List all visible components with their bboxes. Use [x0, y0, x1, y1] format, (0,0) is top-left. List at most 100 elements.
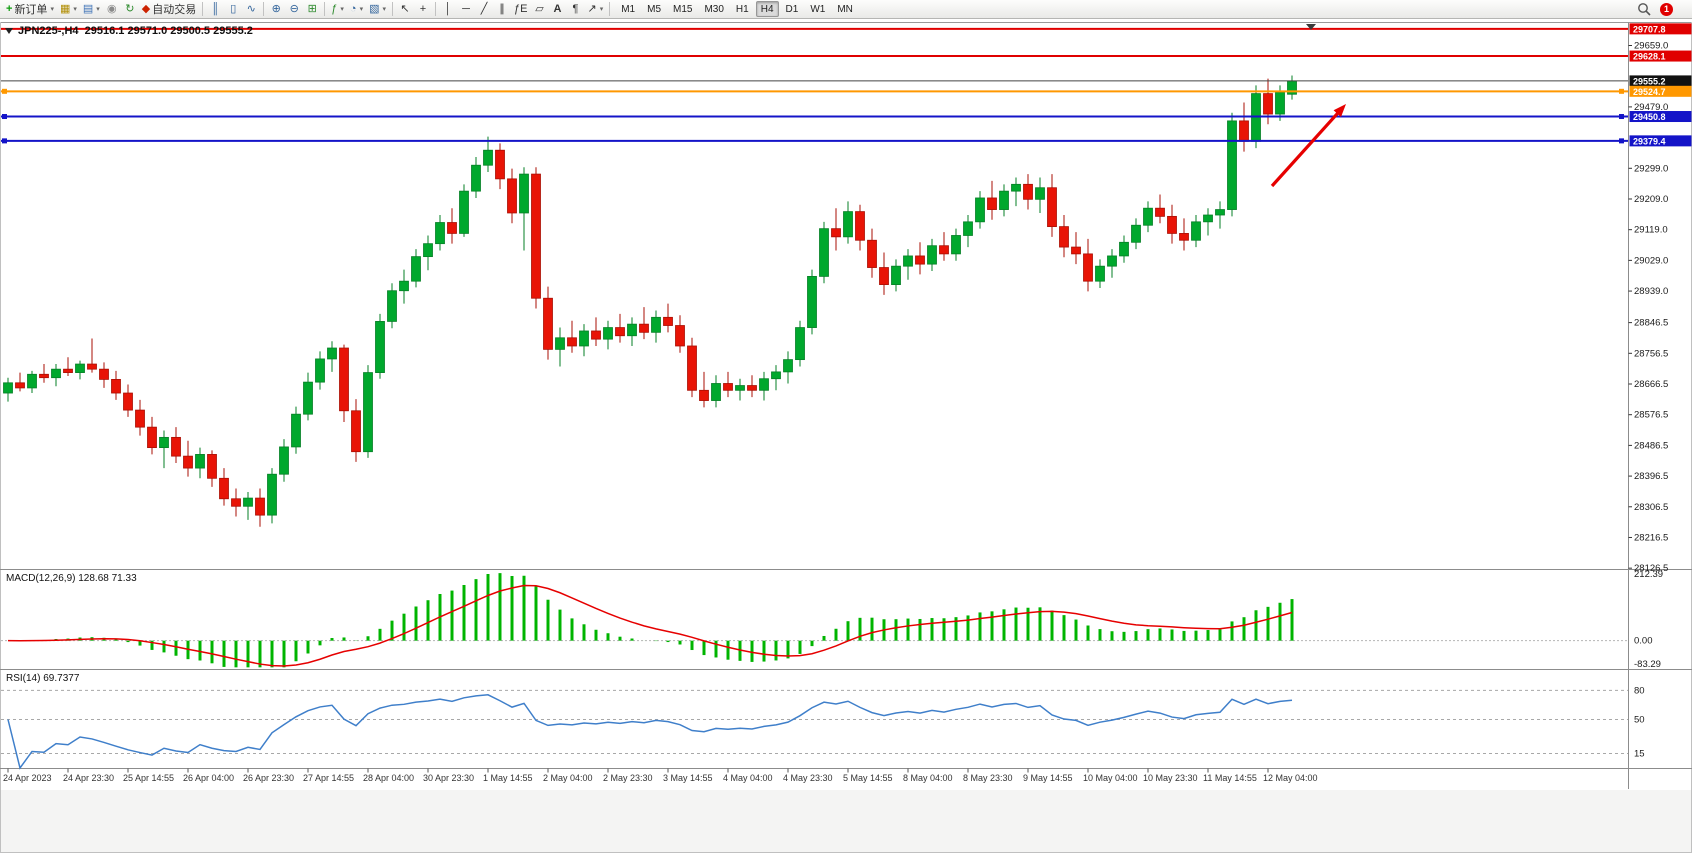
timeframe-d1-button[interactable]: D1 — [781, 1, 804, 17]
caret-down-icon: ▾ — [340, 6, 344, 13]
svg-text:28756.5: 28756.5 — [1634, 348, 1668, 359]
crosshair-button[interactable]: + — [414, 1, 432, 18]
timeframe-h4-button[interactable]: H4 — [755, 1, 779, 17]
text-button[interactable]: A — [548, 1, 566, 18]
price-chart-canvas[interactable]: 29659.0 29479.0 29299.0 29209.0 29119.0 29029… — [0, 19, 1692, 853]
svg-text:2 May 04:00: 2 May 04:00 — [543, 773, 593, 783]
horizontal-line-button[interactable]: ─ — [457, 1, 475, 18]
data-window-button[interactable]: ◉ — [103, 1, 121, 18]
tile-windows-button[interactable]: ⊞ — [303, 1, 321, 18]
caret-down-icon: ▾ — [96, 6, 100, 13]
periods-icon: ◔ — [349, 2, 357, 15]
channel-button[interactable]: ∥ — [493, 1, 511, 18]
notification-badge[interactable]: 1 — [1660, 2, 1673, 16]
svg-text:26 Apr 04:00: 26 Apr 04:00 — [183, 773, 234, 783]
svg-text:29479.0: 29479.0 — [1634, 102, 1668, 113]
auto-trading-button-label: 自动交易 — [152, 4, 197, 16]
svg-text:10 May 23:30: 10 May 23:30 — [1143, 773, 1198, 783]
caret-down-icon: ▾ — [359, 6, 364, 13]
text-label-button[interactable]: ¶ — [566, 1, 584, 18]
caret-down-icon: ▾ — [50, 6, 54, 13]
macd-indicator-label: MACD(12,26,9) 128.68 71.33 — [6, 573, 137, 584]
cursor-button[interactable]: ↖ — [396, 1, 414, 18]
svg-text:11 May 14:55: 11 May 14:55 — [1203, 773, 1257, 783]
timeframe-mn-button[interactable]: MN — [832, 1, 858, 17]
new-order-icon: + — [6, 2, 13, 15]
annotation-arrow[interactable] — [1270, 104, 1346, 188]
templates-button[interactable]: ▧ ▾ — [366, 1, 389, 18]
caret-down-icon: ▾ — [599, 6, 604, 13]
svg-text:29209.0: 29209.0 — [1634, 194, 1668, 205]
zoom-out-button[interactable]: ⊖ — [285, 1, 303, 18]
svg-text:28486.5: 28486.5 — [1634, 440, 1668, 451]
text-icon: A — [553, 2, 562, 15]
crosshair-icon: + — [419, 2, 427, 15]
chart-title-bar: JPN225-,H4 29516.1 29571.0 29500.5 29555… — [5, 25, 253, 37]
trendline-button[interactable]: ╱ — [475, 1, 493, 18]
timeframe-h1-button[interactable]: H1 — [731, 1, 754, 17]
svg-text:28666.5: 28666.5 — [1634, 379, 1668, 390]
svg-text:212.39: 212.39 — [1634, 569, 1663, 580]
horizontal-lines-layer[interactable] — [1, 27, 1628, 144]
templates-icon: ▧ — [369, 2, 380, 15]
refresh-button[interactable]: ↻ — [121, 1, 139, 18]
timeframe-buttons: M1 M5 M15 M30 H1 H4 D1 W1 MN — [615, 1, 859, 17]
new-chart-button[interactable]: ▦ ▾ — [57, 1, 80, 18]
svg-text:28846.5: 28846.5 — [1634, 318, 1668, 329]
trendline-icon: ╱ — [480, 2, 488, 15]
svg-text:4 May 23:30: 4 May 23:30 — [783, 773, 833, 783]
svg-text:28576.5: 28576.5 — [1634, 410, 1668, 421]
zoom-in-button[interactable]: ⊕ — [267, 1, 285, 18]
toolbar-right: 1 — [1637, 2, 1689, 16]
svg-text:3 May 14:55: 3 May 14:55 — [663, 773, 713, 783]
svg-text:4 May 04:00: 4 May 04:00 — [723, 773, 773, 783]
indicators-button[interactable]: ƒ ▾ — [328, 1, 347, 18]
arrows-button[interactable]: ↗ ▾ — [584, 1, 606, 18]
horizontal-line-icon: ─ — [462, 2, 470, 15]
macd-panel[interactable]: 212.39 0.00 -83.29 — [1, 569, 1663, 670]
timeframe-w1-button[interactable]: W1 — [805, 1, 830, 17]
fibonacci-icon: ƒE — [514, 2, 528, 15]
data-window-icon: ◉ — [106, 2, 117, 15]
fibonacci-button[interactable]: ƒE — [511, 1, 530, 18]
auto-trading-button[interactable]: ◆ 自动交易 — [139, 1, 199, 18]
price-axis[interactable]: 29659.0 29479.0 29299.0 29209.0 29119.0 29029… — [1628, 41, 1669, 575]
svg-text:28306.5: 28306.5 — [1634, 502, 1668, 513]
chart-title: JPN225-,H4 29516.1 29571.0 29500.5 29555… — [18, 25, 253, 37]
chart-shift-marker-icon[interactable] — [1306, 24, 1316, 30]
svg-text:29524.7: 29524.7 — [1633, 87, 1666, 97]
svg-text:29379.4: 29379.4 — [1633, 136, 1666, 146]
svg-text:9 May 14:55: 9 May 14:55 — [1023, 773, 1073, 783]
time-axis[interactable]: 24 Apr 2023 24 Apr 23:30 25 Apr 14:55 26 Ap… — [3, 768, 1318, 784]
timeframe-m30-button[interactable]: M30 — [699, 1, 728, 17]
search-icon[interactable] — [1637, 2, 1651, 16]
vertical-line-button[interactable]: │ — [439, 1, 457, 18]
collapse-toggle-icon[interactable] — [5, 28, 13, 34]
profiles-button[interactable]: ▤ ▾ — [80, 1, 103, 18]
periods-button[interactable]: ◔ ▾ — [347, 1, 366, 18]
svg-text:50: 50 — [1634, 715, 1645, 726]
chart-window: 29659.0 29479.0 29299.0 29209.0 29119.0 29029… — [0, 19, 1692, 853]
line-chart-type-button[interactable]: ∿ — [242, 1, 260, 18]
caret-down-icon: ▾ — [382, 6, 386, 13]
shapes-button[interactable]: ▱ — [530, 1, 548, 18]
svg-text:28126.5: 28126.5 — [1634, 563, 1668, 574]
timeframe-m1-button[interactable]: M1 — [616, 1, 640, 17]
svg-text:24 Apr 2023: 24 Apr 2023 — [3, 773, 52, 783]
svg-text:28939.0: 28939.0 — [1634, 286, 1668, 297]
new-order-button[interactable]: + 新订单 ▾ — [3, 1, 57, 18]
timeframe-m15-button[interactable]: M15 — [668, 1, 697, 17]
bar-chart-type-button[interactable]: ║ — [206, 1, 224, 18]
candlestick-type-button[interactable]: ▯ — [224, 1, 242, 18]
line-chart-type-icon: ∿ — [246, 2, 256, 15]
svg-text:15: 15 — [1634, 748, 1645, 759]
rsi-panel[interactable]: 80 50 15 — [1, 685, 1645, 770]
svg-text:8 May 23:30: 8 May 23:30 — [963, 773, 1013, 783]
svg-text:29029.0: 29029.0 — [1634, 255, 1668, 266]
toolbar-separator — [202, 2, 204, 16]
svg-text:29450.8: 29450.8 — [1633, 112, 1666, 122]
svg-text:29659.0: 29659.0 — [1634, 41, 1668, 52]
text-label-icon: ¶ — [572, 2, 579, 15]
toolbar: + 新订单 ▾ ▦ ▾ ▤ ▾ ◉ ↻ ◆ 自动交易 ║ ▯ ∿ ⊕ ⊖ ⊞ ƒ ▾ ◔ ▾ ▧ ▾ ↖ + │ ─ ╱ ∥ ƒE ▱ A ¶ ↗… — [0, 0, 1692, 19]
timeframe-m5-button[interactable]: M5 — [642, 1, 666, 17]
